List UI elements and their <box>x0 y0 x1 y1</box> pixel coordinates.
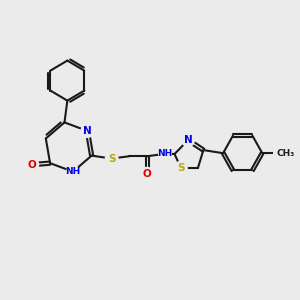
Text: N: N <box>83 126 92 136</box>
Circle shape <box>182 134 194 146</box>
Circle shape <box>159 147 171 160</box>
Circle shape <box>175 161 187 174</box>
Circle shape <box>105 152 118 165</box>
Text: O: O <box>28 160 37 170</box>
Text: CH₃: CH₃ <box>277 148 295 158</box>
Circle shape <box>274 146 288 160</box>
Circle shape <box>67 165 79 178</box>
Text: NH: NH <box>65 167 81 176</box>
Circle shape <box>141 167 154 180</box>
Text: N: N <box>184 135 193 145</box>
Text: S: S <box>108 154 116 164</box>
Circle shape <box>26 158 39 171</box>
Text: O: O <box>143 169 152 179</box>
Text: S: S <box>177 163 184 173</box>
Text: NH: NH <box>158 149 172 158</box>
Circle shape <box>81 124 94 137</box>
